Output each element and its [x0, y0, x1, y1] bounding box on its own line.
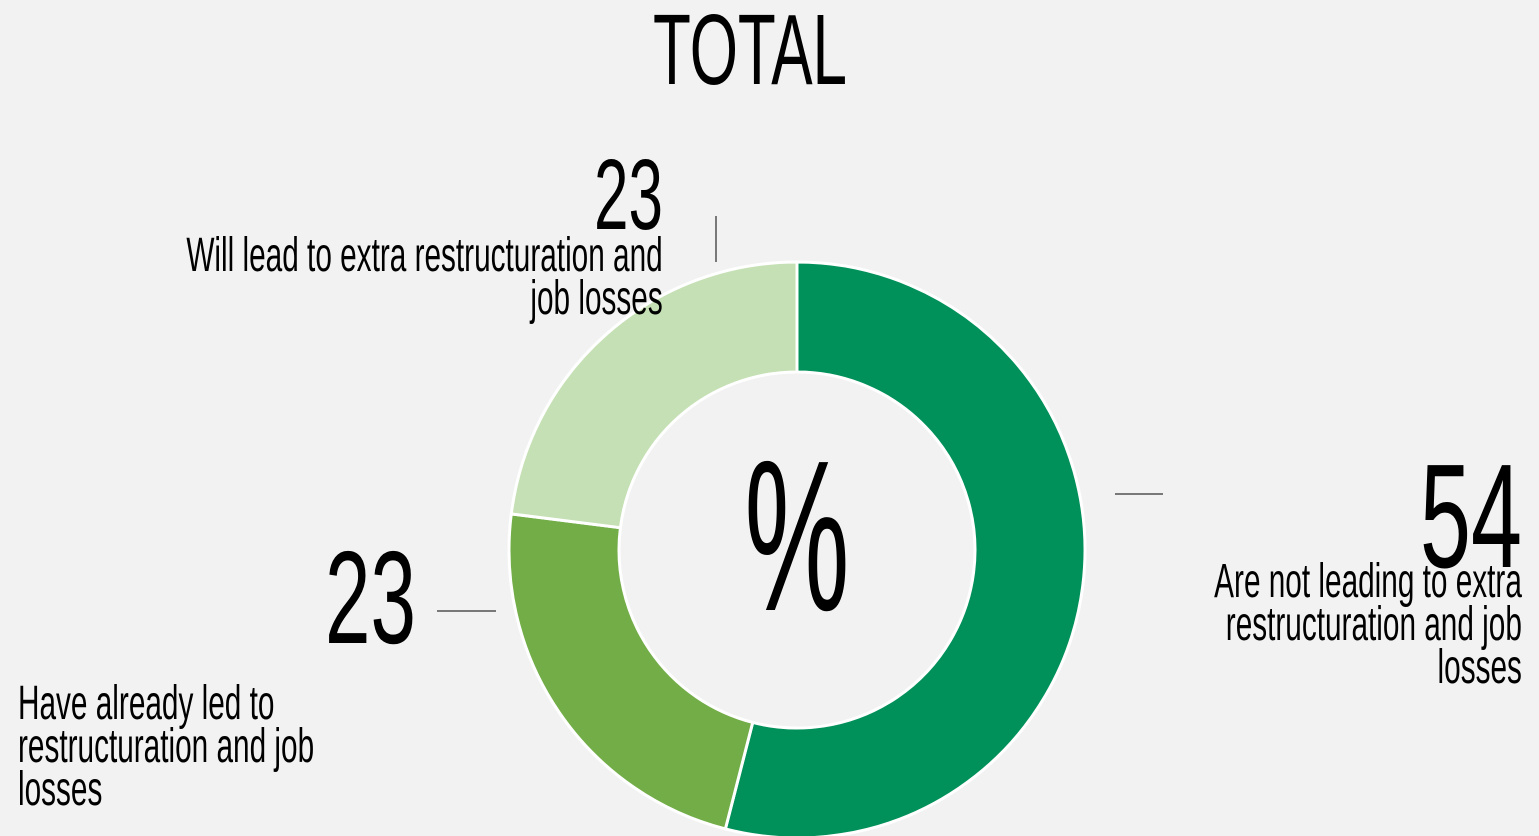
slice-label: Have already led to restructuration and …: [18, 677, 315, 816]
slice-label: Are not leading to extra restructuration…: [1214, 555, 1522, 694]
donut-slice: [723, 260, 1087, 836]
slice-value: 23: [594, 139, 663, 251]
donut-slice: [509, 260, 799, 530]
slice-value: 54: [1419, 434, 1522, 599]
center-label: %: [744, 415, 850, 656]
donut-slice: [507, 512, 755, 831]
slice-label: Will lead to extra restructuration and j…: [186, 229, 664, 325]
slice-value: 23: [324, 524, 416, 671]
chart-title: TOTAL: [652, 0, 848, 106]
